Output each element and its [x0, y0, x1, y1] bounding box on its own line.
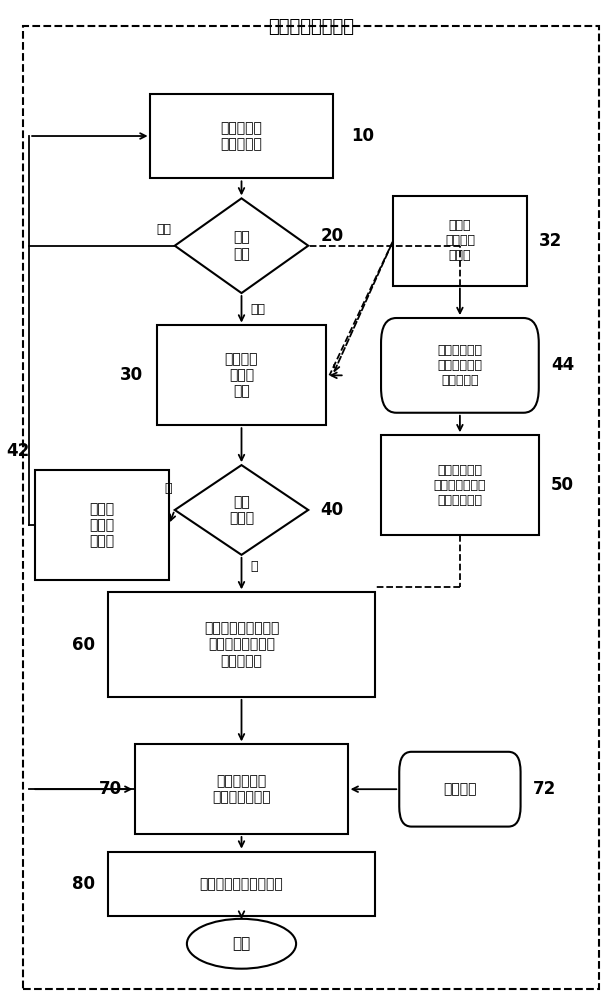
Text: 在多核心计算机上部署: 在多核心计算机上部署 [200, 877, 283, 891]
Text: 否: 否 [251, 560, 258, 573]
Text: 10: 10 [351, 127, 374, 145]
Text: 无效: 无效 [156, 223, 172, 236]
Text: 是: 是 [164, 482, 172, 495]
FancyBboxPatch shape [23, 26, 599, 989]
FancyBboxPatch shape [393, 196, 527, 286]
Text: 有效: 有效 [251, 303, 265, 316]
Text: 多平台
定义（可
选的）: 多平台 定义（可 选的） [445, 219, 475, 262]
FancyBboxPatch shape [381, 435, 539, 535]
Text: 44: 44 [551, 356, 574, 374]
Text: 40: 40 [320, 501, 344, 519]
Text: 42: 42 [6, 442, 29, 460]
FancyBboxPatch shape [35, 470, 169, 580]
Text: 32: 32 [539, 232, 562, 250]
Text: 运行时库: 运行时库 [443, 782, 477, 796]
Text: 30: 30 [120, 366, 144, 384]
Text: 50: 50 [551, 476, 574, 494]
FancyBboxPatch shape [108, 592, 375, 697]
Text: 80: 80 [71, 875, 95, 893]
Text: 验证
映射: 验证 映射 [233, 231, 250, 261]
FancyBboxPatch shape [136, 744, 347, 834]
Text: 在应用、中间件、系
统软件中结合存储
器映射定义: 在应用、中间件、系 统软件中结合存储 器映射定义 [204, 621, 279, 668]
Text: 结束: 结束 [232, 936, 251, 951]
Text: 可移植存储器映射: 可移植存储器映射 [269, 18, 354, 36]
Text: 生成存储
器映射
定义: 生成存储 器映射 定义 [225, 352, 258, 399]
FancyBboxPatch shape [381, 318, 539, 413]
Text: 72: 72 [533, 780, 556, 798]
Text: 创建并规定、
验证拓扑图，生
成拓扑图定义: 创建并规定、 验证拓扑图，生 成拓扑图定义 [434, 464, 486, 507]
FancyBboxPatch shape [399, 752, 521, 827]
Polygon shape [175, 198, 308, 293]
Ellipse shape [187, 919, 296, 969]
FancyBboxPatch shape [156, 325, 326, 425]
Text: 20: 20 [320, 227, 344, 245]
Text: 创建并规定
存储器映射: 创建并规定 存储器映射 [221, 121, 262, 151]
FancyBboxPatch shape [150, 94, 333, 178]
Text: 60: 60 [71, 636, 95, 654]
Text: 70: 70 [99, 780, 122, 798]
Text: 构造应用、中
间件、系统软件: 构造应用、中 间件、系统软件 [212, 774, 271, 804]
Polygon shape [175, 465, 308, 555]
Text: 链接
器集成: 链接 器集成 [229, 495, 254, 525]
FancyBboxPatch shape [108, 852, 375, 916]
Text: 把存储器映射
链接到拓扑图
（可选的）: 把存储器映射 链接到拓扑图 （可选的） [437, 344, 482, 387]
Text: 生成链
接器命
令文件: 生成链 接器命 令文件 [89, 502, 115, 548]
